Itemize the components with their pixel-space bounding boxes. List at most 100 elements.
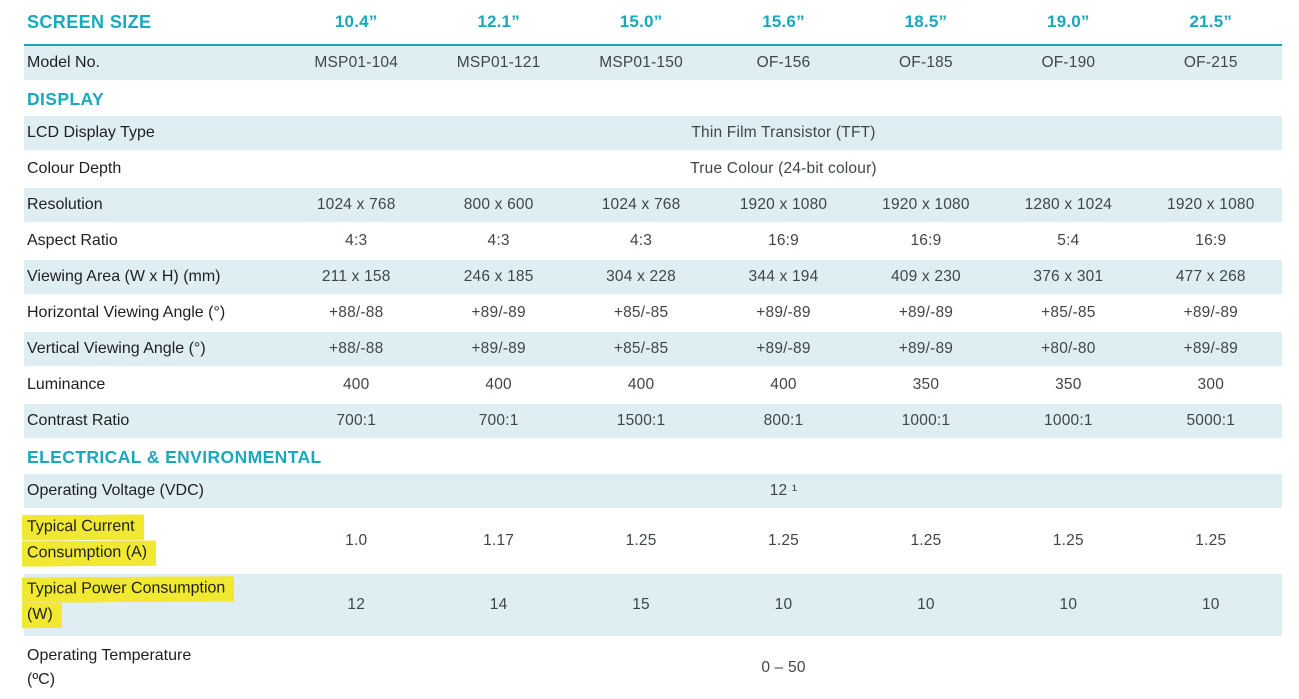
- cell-value: 5:4: [1057, 232, 1080, 249]
- row-label-line: (ºC): [27, 671, 56, 688]
- highlighted-label-line: (W): [22, 602, 60, 629]
- table-row: Typical Current Consumption (A) 1.0 1.17 1.2…: [22, 510, 1282, 574]
- row-label: Colour Depth: [27, 160, 122, 177]
- cell-value: 1000:1: [901, 412, 951, 429]
- cell-value: 16:9: [768, 232, 799, 249]
- screen-size-label: SCREEN SIZE: [27, 11, 152, 32]
- cell-value: 14: [489, 596, 508, 613]
- cell-value: 400: [485, 376, 512, 393]
- column-header: 15.0”: [619, 12, 663, 31]
- cell-value: OF-156: [756, 54, 811, 71]
- cell-value: MSP01-150: [599, 54, 683, 71]
- cell-value: 400: [342, 376, 370, 393]
- cell-value: 800 x 600: [463, 196, 534, 213]
- column-header: 15.6”: [762, 12, 805, 31]
- cell-value: 1920 x 1080: [739, 196, 828, 213]
- cell-value: 1.25: [768, 532, 799, 549]
- header-row: SCREEN SIZE 10.4” 12.1” 15.0” 15.6” 18.5” 19.…: [24, 0, 1282, 46]
- cell-value: 246 x 185: [463, 268, 534, 285]
- table-row: Colour Depth True Colour (24-bit colour): [24, 152, 1282, 188]
- cell-value: 1.25: [910, 532, 942, 549]
- table-row: Resolution 1024 x 768 800 x 600 1024 x 768 1…: [24, 188, 1282, 224]
- cell-value: 1.25: [1052, 532, 1084, 549]
- cell-value: OF-185: [899, 54, 953, 71]
- cell-value: 800:1: [763, 412, 804, 429]
- table-row: Operating Temperature (ºC) 0 – 50: [24, 638, 1282, 698]
- row-label: Typical Current Consumption (A): [22, 514, 285, 567]
- cell-value: +89/-89: [1183, 304, 1238, 321]
- cell-value: +89/-89: [898, 304, 954, 321]
- column-header: 12.1”: [477, 12, 520, 31]
- cell-value: 1024 x 768: [316, 196, 396, 213]
- cell-value: +88/-88: [329, 304, 384, 321]
- cell-value: +85/-85: [1041, 304, 1096, 321]
- column-header: 18.5”: [904, 12, 948, 31]
- row-label: LCD Display Type: [27, 124, 155, 141]
- table-row: Typical Power Consumption (W) 12 14 15 10 10 10…: [22, 574, 1282, 638]
- table-row: Model No. MSP01-104 MSP01-121 MSP01-150 OF-1…: [24, 46, 1282, 82]
- cell-value: 10: [1201, 596, 1220, 613]
- cell-value: 1024 x 768: [601, 196, 681, 213]
- cell-value: 1280 x 1024: [1024, 196, 1113, 213]
- row-label: Horizontal Viewing Angle (°): [27, 304, 226, 321]
- cell-value-span: Thin Film Transistor (TFT): [691, 124, 876, 141]
- cell-value: MSP01-121: [456, 54, 541, 71]
- row-label: Operating Temperature (ºC): [24, 644, 285, 692]
- cell-value: 5000:1: [1186, 412, 1236, 429]
- cell-value: 300: [1197, 376, 1225, 393]
- row-label-line: Operating Temperature: [27, 647, 192, 664]
- cell-value: 344 x 194: [748, 268, 819, 285]
- highlighted-label-line: Typical Power Consumption: [22, 576, 233, 603]
- cell-value: +89/-89: [1183, 340, 1238, 357]
- section-row: DISPLAY: [24, 82, 1282, 116]
- cell-value: 1.25: [625, 532, 657, 549]
- row-label: Typical Power Consumption (W): [22, 576, 285, 629]
- table-body: Model No. MSP01-104 MSP01-121 MSP01-150 OF-1…: [22, 46, 1282, 698]
- row-label: Contrast Ratio: [27, 412, 130, 429]
- table-row: Luminance 400 400 400 400 350 350 300: [24, 368, 1282, 404]
- cell-value: 1.25: [1195, 532, 1227, 549]
- section-row: ELECTRICAL & ENVIRONMENTAL: [24, 440, 1282, 474]
- cell-value-span: True Colour (24-bit colour): [690, 160, 877, 177]
- cell-value: +89/-89: [471, 340, 526, 357]
- cell-value: 211 x 158: [321, 268, 391, 285]
- spec-sheet: SCREEN SIZE 10.4” 12.1” 15.0” 15.6” 18.5” 19.…: [22, 0, 1282, 698]
- cell-value: 10: [917, 596, 935, 613]
- cell-value: 4:3: [629, 232, 653, 249]
- highlighted-label-line: Typical Current: [22, 514, 142, 541]
- cell-value: +85/-85: [613, 340, 669, 357]
- cell-value: 1.0: [345, 532, 368, 549]
- cell-value: 700:1: [336, 412, 377, 429]
- cell-value: 304 x 228: [606, 268, 676, 285]
- cell-value: 477 x 268: [1175, 268, 1246, 285]
- cell-value: 1920 x 1080: [882, 196, 970, 213]
- cell-value: OF-215: [1183, 54, 1238, 71]
- row-label: Luminance: [27, 376, 106, 393]
- row-label: Viewing Area (W x H) (mm): [27, 268, 221, 285]
- cell-value: +89/-89: [756, 304, 811, 321]
- cell-value: 400: [627, 376, 655, 393]
- highlighted-label-line: Consumption (A): [22, 540, 155, 567]
- cell-value: 1920 x 1080: [1167, 196, 1255, 213]
- row-label: Resolution: [27, 196, 103, 213]
- cell-value: 12: [347, 596, 366, 613]
- cell-value: 409 x 230: [890, 268, 961, 285]
- row-label: Operating Voltage (VDC): [27, 482, 204, 499]
- cell-value: 10: [1059, 596, 1078, 613]
- cell-value: 350: [912, 376, 940, 393]
- table-row: Operating Voltage (VDC) 12 ¹: [24, 474, 1282, 510]
- table-row: Vertical Viewing Angle (°) +88/-88 +89/-89…: [24, 332, 1282, 368]
- column-header: 21.5”: [1189, 12, 1233, 31]
- cell-value-span: 0 – 50: [761, 659, 806, 676]
- cell-value: 10: [774, 596, 793, 613]
- cell-value: 376 x 301: [1033, 268, 1104, 285]
- cell-value: OF-190: [1041, 54, 1096, 71]
- cell-value: 1500:1: [616, 412, 666, 429]
- section-header: DISPLAY: [27, 88, 105, 109]
- cell-value: 1.17: [483, 532, 515, 549]
- cell-value: 350: [1055, 376, 1082, 393]
- cell-value: +89/-89: [756, 340, 811, 357]
- cell-value: MSP01-104: [314, 54, 399, 71]
- row-label: Aspect Ratio: [27, 232, 118, 249]
- column-header: 10.4”: [334, 12, 378, 31]
